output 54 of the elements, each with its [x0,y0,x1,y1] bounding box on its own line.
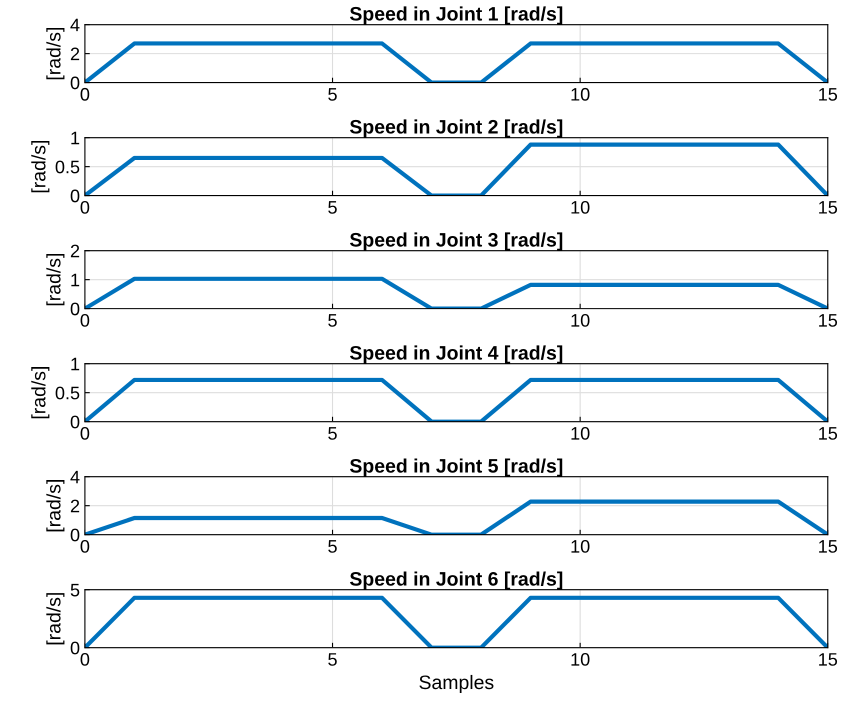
chart-title: Speed in Joint 4 [rad/s] [350,345,562,364]
y-tick-label: 0 [70,416,80,428]
x-tick-label: 5 [328,314,337,327]
chart-title: Speed in Joint 5 [rad/s] [350,458,562,477]
x-tick-label: 10 [571,426,590,440]
y-axis-title: [rad/s] [46,28,64,80]
x-tick-label: 10 [571,653,590,666]
x-tick-label: 5 [328,427,337,440]
y-tick-label: 0 [70,528,80,542]
x-tick-label: 15 [819,314,838,327]
y-tick-label: 0 [70,642,80,654]
x-axis-title: Samples [419,674,494,694]
y-tick-label: 1 [71,358,80,370]
y-tick-label: 4 [70,18,80,32]
y-tick-label: 0.5 [56,160,80,174]
y-tick-label: 2 [70,500,80,512]
x-tick-label: 5 [328,88,337,101]
x-tick-label: 15 [819,540,838,553]
x-tick-label: 5 [328,201,337,214]
y-axis-title: [rad/s] [46,254,64,306]
chart-title: Speed in Joint 6 [rad/s] [350,571,562,590]
x-tick-label: 0 [80,653,90,666]
x-tick-label: 0 [80,88,90,101]
x-tick-label: 10 [571,314,590,327]
y-tick-label: 2 [70,244,80,258]
y-axis-title: [rad/s] [31,367,50,418]
x-tick-label: 15 [819,427,838,440]
x-tick-label: 0 [80,426,90,440]
y-tick-label: 0 [70,76,80,90]
y-tick-label: 0 [70,190,80,202]
x-tick-label: 10 [571,88,590,101]
y-tick-label: 5 [70,584,80,596]
x-tick-label: 5 [328,540,337,553]
y-tick-label: 4 [70,470,80,484]
chart-title: Speed in Joint 3 [rad/s] [350,232,562,251]
y-axis-title: [rad/s] [31,141,50,192]
chart-title: Speed in Joint 1 [rad/s] [350,6,562,25]
y-tick-label: 1 [71,274,80,286]
y-tick-label: 2 [70,48,80,60]
x-tick-label: 0 [80,314,90,327]
x-tick-label: 10 [571,200,590,214]
x-tick-label: 0 [80,540,90,553]
y-axis-title: [rad/s] [46,593,64,644]
x-tick-label: 15 [819,88,838,101]
x-tick-label: 0 [80,200,90,214]
x-tick-label: 5 [328,653,337,666]
y-tick-label: 0 [70,302,80,316]
chart-title: Speed in Joint 2 [rad/s] [350,119,562,138]
x-tick-label: 10 [571,540,590,553]
x-tick-label: 15 [819,201,838,214]
y-tick-label: 0.5 [56,386,80,400]
x-tick-label: 15 [819,653,838,666]
y-axis-title: [rad/s] [46,480,64,532]
y-tick-label: 1 [71,132,80,144]
